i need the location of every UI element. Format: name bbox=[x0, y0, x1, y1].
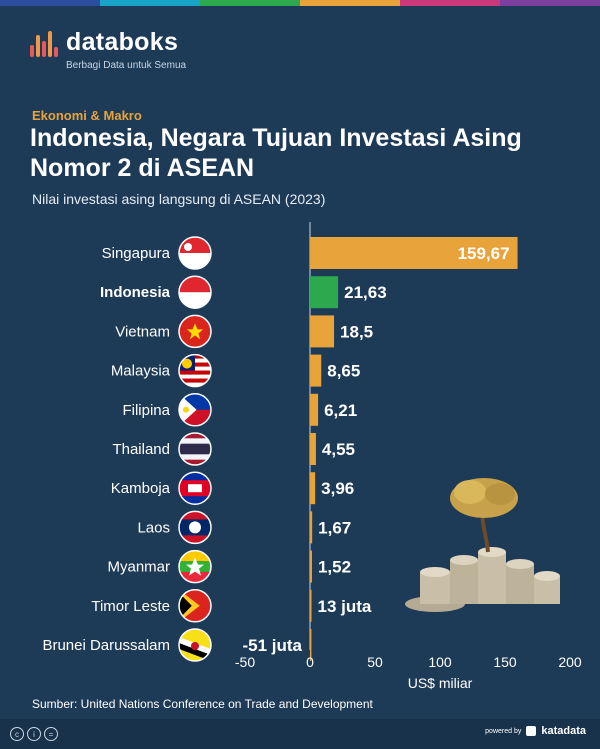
value-label: 1,52 bbox=[318, 558, 351, 577]
value-label: 18,5 bbox=[340, 322, 373, 341]
nd-icon: = bbox=[44, 727, 58, 741]
flag-philippines-icon bbox=[178, 393, 212, 427]
bar bbox=[310, 393, 319, 426]
bar bbox=[310, 276, 339, 309]
by-icon: i bbox=[27, 727, 41, 741]
bar-chart: Singapura 159,67 Indonesia 21,63 Vietnam 18,5… bbox=[42, 222, 582, 691]
value-label: 159,67 bbox=[458, 244, 510, 263]
flag-singapore-icon bbox=[178, 236, 212, 270]
flag-indonesia-icon bbox=[178, 275, 212, 309]
brand-tagline: Berbagi Data untuk Semua bbox=[66, 60, 187, 71]
flag-myanmar-icon bbox=[178, 549, 212, 584]
page-title: Indonesia, Negara Tujuan Investasi Asing… bbox=[30, 124, 522, 182]
x-axis-title: US$ miliar bbox=[408, 675, 473, 691]
category-label: Ekonomi & Makro bbox=[32, 108, 142, 123]
bar bbox=[310, 550, 312, 583]
x-tick-label: -50 bbox=[235, 654, 255, 670]
bar bbox=[309, 629, 312, 661]
country-label: Malaysia bbox=[111, 363, 171, 380]
country-label: Myanmar bbox=[107, 559, 170, 576]
country-label: Vietnam bbox=[115, 323, 170, 340]
flag-vietnam-icon bbox=[178, 314, 212, 349]
chart-subtitle: Nilai investasi asing langsung di ASEAN … bbox=[32, 191, 326, 207]
coins-plant-illustration bbox=[405, 478, 560, 612]
katadata-logo-icon bbox=[526, 726, 537, 736]
value-label: 21,63 bbox=[344, 283, 387, 302]
license-icons: c i = bbox=[10, 727, 58, 741]
flag-brunei-icon bbox=[178, 628, 212, 662]
country-label: Kamboja bbox=[111, 480, 171, 497]
bar bbox=[310, 354, 322, 387]
value-label: 8,65 bbox=[327, 362, 360, 381]
value-label: 3,96 bbox=[321, 479, 354, 498]
powered-by: powered by katadata bbox=[485, 725, 586, 737]
bar bbox=[310, 511, 313, 544]
flag-thailand-icon bbox=[178, 432, 212, 466]
country-label: Filipina bbox=[122, 402, 170, 419]
bar bbox=[310, 237, 518, 269]
brand-name: databoks bbox=[66, 28, 179, 56]
x-tick-label: 0 bbox=[306, 654, 314, 670]
source-note: Sumber: United Nations Conference on Tra… bbox=[32, 697, 373, 711]
coin-stacks bbox=[405, 547, 560, 612]
country-label: Singapura bbox=[102, 245, 171, 262]
top-color-stripe bbox=[0, 0, 600, 6]
brand-logo: databoks bbox=[30, 28, 178, 57]
value-label: 1,67 bbox=[318, 518, 351, 537]
country-label: Brunei Darussalam bbox=[42, 637, 170, 654]
flag-cambodia-icon bbox=[178, 471, 212, 505]
databoks-logo-icon bbox=[30, 29, 62, 57]
footer-bar: c i = powered by katadata bbox=[0, 719, 600, 749]
bar bbox=[310, 589, 312, 622]
country-label: Laos bbox=[137, 519, 170, 536]
value-label: 6,21 bbox=[324, 401, 357, 420]
bar bbox=[310, 433, 316, 465]
katadata-name: katadata bbox=[541, 725, 586, 737]
country-label: Indonesia bbox=[100, 284, 171, 301]
country-label: Timor Leste bbox=[91, 598, 170, 615]
bar bbox=[310, 472, 316, 505]
value-label: 13 juta bbox=[318, 597, 372, 616]
country-label: Thailand bbox=[112, 441, 170, 458]
x-tick-label: 200 bbox=[558, 654, 582, 670]
x-tick-label: 50 bbox=[367, 654, 383, 670]
flag-timor-leste-icon bbox=[178, 589, 212, 623]
cc-icon: c bbox=[10, 727, 24, 741]
x-tick-label: 100 bbox=[428, 654, 452, 670]
value-label: 4,55 bbox=[322, 440, 355, 459]
value-label: -51 juta bbox=[242, 636, 302, 655]
flag-laos-icon bbox=[178, 510, 212, 545]
powered-by-label: powered by bbox=[485, 727, 522, 735]
flag-malaysia-icon bbox=[178, 353, 212, 388]
x-tick-label: 150 bbox=[493, 654, 517, 670]
bar bbox=[310, 315, 335, 348]
